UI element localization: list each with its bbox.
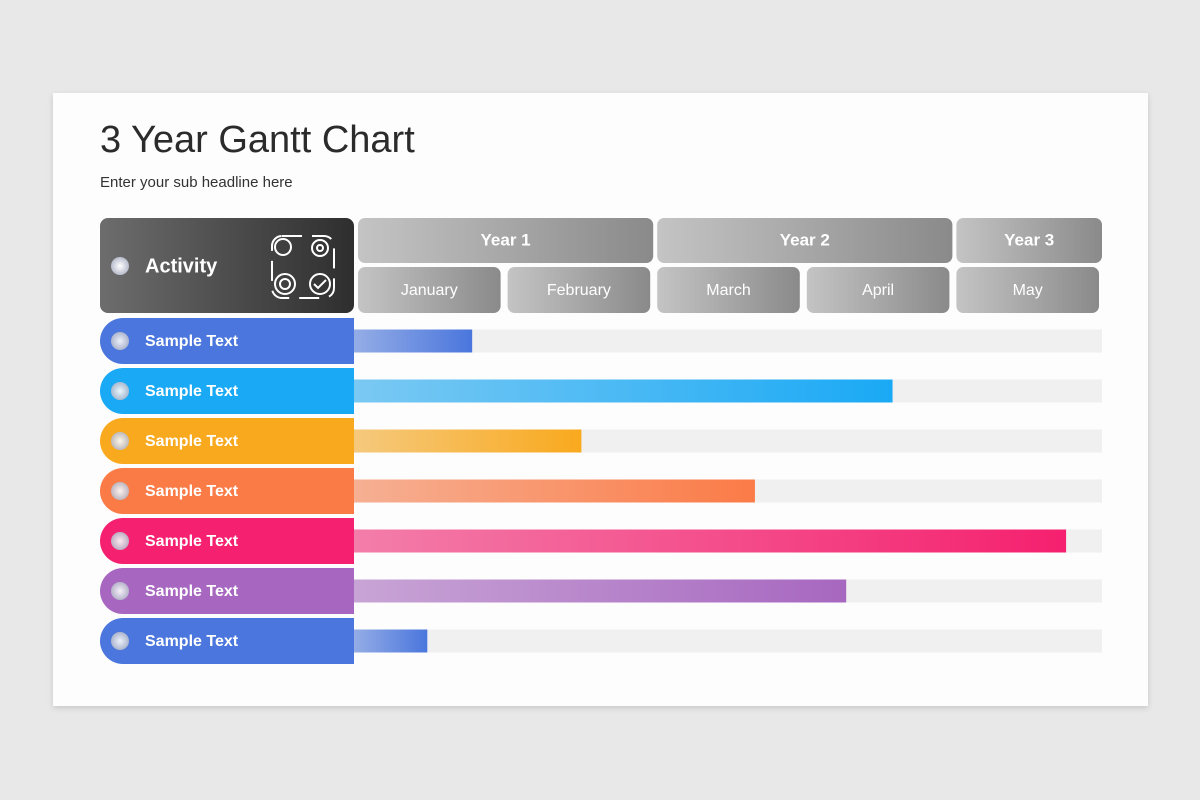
bar	[354, 479, 755, 503]
task-label: Sample Text	[145, 383, 239, 400]
month-label: February	[547, 282, 611, 299]
year-header	[657, 218, 953, 263]
title: 3 Year Gantt Chart	[100, 119, 415, 161]
activity-label: Activity	[145, 255, 218, 277]
year-label: Year 1	[481, 230, 531, 249]
month-header	[657, 267, 800, 313]
month-label: April	[862, 282, 894, 299]
header-dot	[111, 257, 129, 275]
bar	[354, 529, 1067, 553]
bar	[354, 379, 893, 403]
task-label: Sample Text	[145, 583, 239, 600]
task-pill	[100, 468, 354, 514]
task-label: Sample Text	[145, 483, 239, 500]
task-label: Sample Text	[145, 633, 239, 650]
task-dot	[111, 632, 129, 650]
month-label: May	[1013, 282, 1043, 299]
track	[354, 329, 1102, 353]
year-label: Year 3	[1004, 230, 1054, 249]
month-label: March	[706, 282, 750, 299]
task-pill	[100, 618, 354, 664]
month-header	[358, 267, 501, 313]
task-dot	[111, 432, 129, 450]
subtitle: Enter your sub headline here	[100, 174, 293, 191]
task-dot	[111, 582, 129, 600]
task-label: Sample Text	[145, 533, 239, 550]
bar	[354, 329, 473, 353]
activity-icon	[271, 235, 335, 299]
task-pill	[100, 418, 354, 464]
task-dot	[111, 532, 129, 550]
month-header	[507, 267, 651, 313]
year-header	[956, 218, 1102, 263]
task-dot	[111, 382, 129, 400]
task-label: Sample Text	[145, 333, 239, 350]
month-header	[806, 267, 950, 313]
task-dot	[111, 482, 129, 500]
task-pill	[100, 568, 354, 614]
gantt: Year 1 Year 2 Year 3 January February March Ap…	[100, 218, 1102, 664]
track	[354, 629, 1102, 653]
task-pill	[100, 318, 354, 364]
task-dot	[111, 332, 129, 350]
bar	[354, 629, 428, 653]
year-header	[358, 218, 654, 263]
month-header	[956, 267, 1099, 313]
month-label: January	[401, 282, 458, 299]
activity-header	[100, 218, 354, 313]
task-pill	[100, 518, 354, 564]
year-label: Year 2	[780, 230, 830, 249]
bar	[354, 579, 847, 603]
task-pill	[100, 368, 354, 414]
task-label: Sample Text	[145, 433, 239, 450]
bar	[354, 429, 582, 453]
